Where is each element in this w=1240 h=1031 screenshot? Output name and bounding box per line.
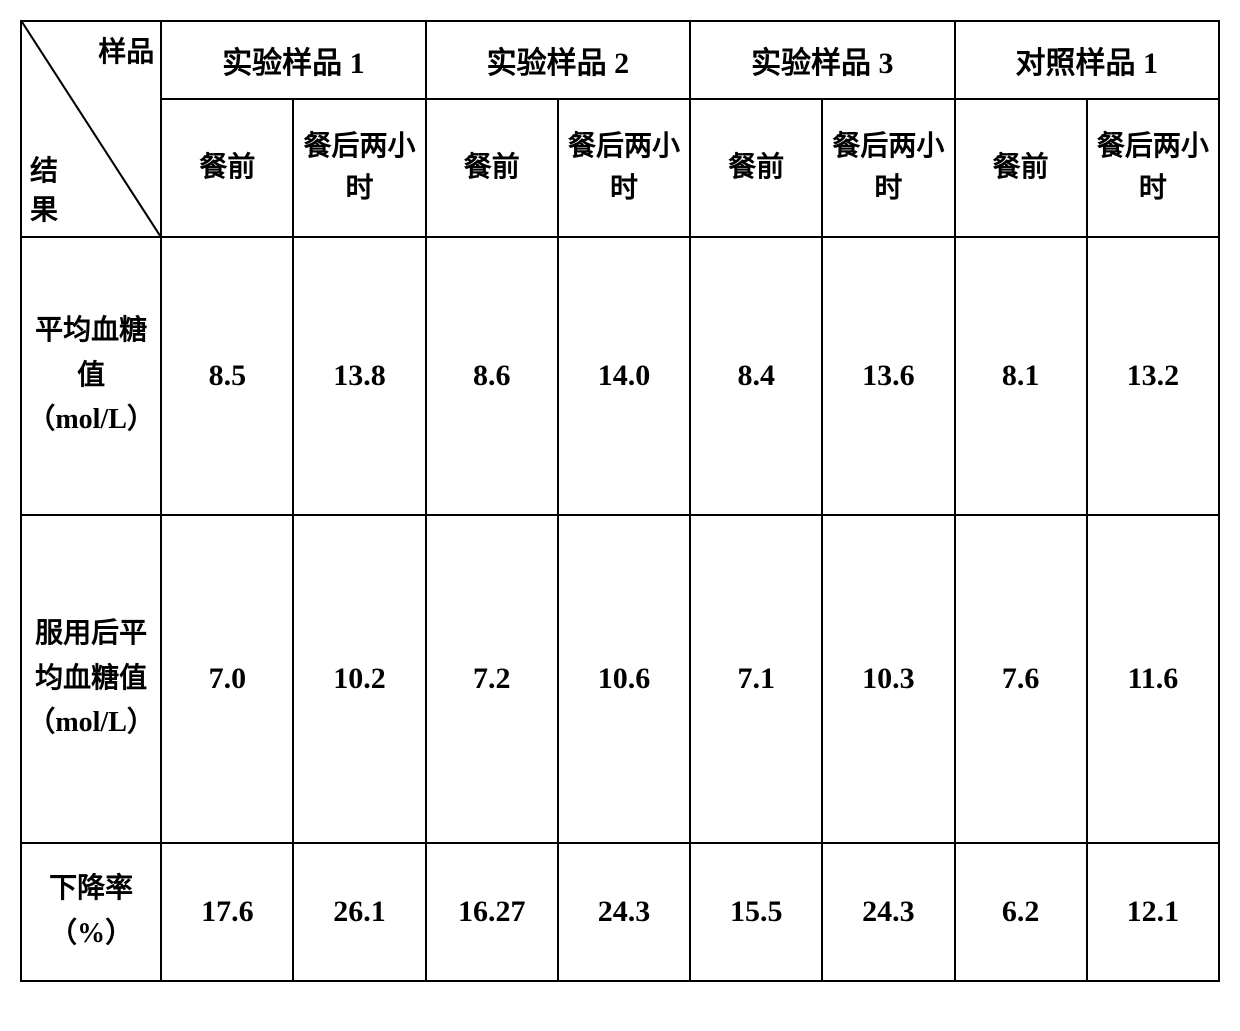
- column-group-header: 实验样品 1: [161, 21, 425, 99]
- data-cell: 8.4: [690, 237, 822, 515]
- sub-column-header: 餐后两小时: [822, 99, 954, 237]
- column-group-header: 对照样品 1: [955, 21, 1219, 99]
- sub-column-header: 餐后两小时: [1087, 99, 1219, 237]
- data-cell: 8.1: [955, 237, 1087, 515]
- table-row: 平均血糖值（mol/L） 8.5 13.8 8.6 14.0 8.4 13.6 …: [21, 237, 1219, 515]
- column-group-header: 实验样品 2: [426, 21, 690, 99]
- data-cell: 10.6: [558, 515, 690, 843]
- sub-column-header: 餐前: [426, 99, 558, 237]
- data-cell: 7.0: [161, 515, 293, 843]
- data-cell: 13.6: [822, 237, 954, 515]
- data-cell: 8.6: [426, 237, 558, 515]
- data-cell: 10.3: [822, 515, 954, 843]
- data-cell: 7.6: [955, 515, 1087, 843]
- data-cell: 15.5: [690, 843, 822, 981]
- table-row: 服用后平均血糖值（mol/L） 7.0 10.2 7.2 10.6 7.1 10…: [21, 515, 1219, 843]
- data-cell: 13.8: [293, 237, 425, 515]
- data-cell: 10.2: [293, 515, 425, 843]
- sub-column-header: 餐前: [161, 99, 293, 237]
- sub-column-header: 餐后两小时: [293, 99, 425, 237]
- header-top-right-label: 样品: [98, 30, 154, 70]
- row-header: 平均血糖值（mol/L）: [21, 237, 161, 515]
- table-row: 下降率（%） 17.6 26.1 16.27 24.3 15.5 24.3 6.…: [21, 843, 1219, 981]
- data-cell: 17.6: [161, 843, 293, 981]
- data-cell: 26.1: [293, 843, 425, 981]
- data-cell: 16.27: [426, 843, 558, 981]
- column-group-header: 实验样品 3: [690, 21, 954, 99]
- data-cell: 7.2: [426, 515, 558, 843]
- row-header: 下降率（%）: [21, 843, 161, 981]
- data-cell: 12.1: [1087, 843, 1219, 981]
- data-cell: 8.5: [161, 237, 293, 515]
- sub-column-header: 餐后两小时: [558, 99, 690, 237]
- data-cell: 6.2: [955, 843, 1087, 981]
- header-bottom-left-label: 结 果: [30, 152, 58, 230]
- data-cell: 13.2: [1087, 237, 1219, 515]
- sub-column-header: 餐前: [690, 99, 822, 237]
- sub-column-header: 餐前: [955, 99, 1087, 237]
- data-cell: 24.3: [558, 843, 690, 981]
- blood-sugar-table: 样品 结 果 实验样品 1 实验样品 2 实验样品 3 对照样品 1 餐前 餐后…: [20, 20, 1220, 982]
- data-cell: 11.6: [1087, 515, 1219, 843]
- data-cell: 14.0: [558, 237, 690, 515]
- row-header: 服用后平均血糖值（mol/L）: [21, 515, 161, 843]
- diagonal-header-cell: 样品 结 果: [21, 21, 161, 237]
- data-cell: 7.1: [690, 515, 822, 843]
- data-cell: 24.3: [822, 843, 954, 981]
